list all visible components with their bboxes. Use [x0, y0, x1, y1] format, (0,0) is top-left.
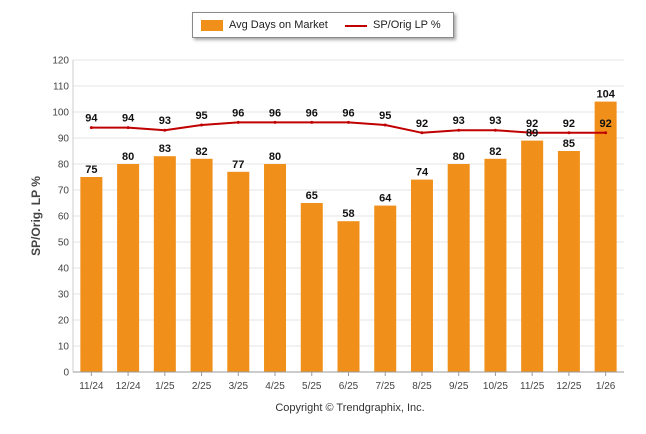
- x-tick-label: 6/25: [339, 381, 359, 392]
- line-point: [530, 131, 534, 135]
- x-tick-label: 12/25: [556, 381, 581, 392]
- bar-data-label: 104: [596, 89, 615, 101]
- x-tick-label: 7/25: [375, 381, 395, 392]
- line-data-label: 96: [269, 107, 281, 119]
- y-tick-label: 90: [58, 134, 70, 145]
- bar: [190, 158, 213, 372]
- bar: [117, 164, 140, 372]
- line-point: [604, 131, 608, 135]
- bar-data-label: 82: [489, 146, 501, 158]
- y-tick-label: 80: [58, 160, 70, 171]
- bar-data-label: 80: [453, 151, 465, 163]
- line-point: [236, 120, 240, 124]
- line-data-label: 94: [122, 113, 135, 125]
- y-tick-label: 60: [58, 212, 70, 223]
- x-tick-label: 11/25: [520, 381, 545, 392]
- bar: [153, 156, 176, 372]
- legend-line-label: SP/Orig LP %: [373, 19, 441, 31]
- y-tick-label: 0: [63, 368, 69, 379]
- legend-bar-label: Avg Days on Market: [229, 19, 328, 31]
- y-tick-label: 30: [58, 290, 70, 301]
- line-point: [420, 131, 424, 135]
- bar: [264, 164, 287, 372]
- bar-data-label: 75: [85, 164, 97, 176]
- line-point: [493, 128, 497, 132]
- bar-data-label: 65: [306, 190, 318, 202]
- bar-data-label: 82: [195, 146, 207, 158]
- y-axis-title: SP/Orig. LP %: [29, 176, 43, 256]
- x-tick-label: 9/25: [449, 381, 469, 392]
- bar-data-label: 80: [269, 151, 281, 163]
- line-data-label: 92: [526, 118, 538, 130]
- line-data-label: 92: [416, 118, 428, 130]
- x-tick-label: 1/25: [155, 381, 175, 392]
- y-tick-label: 50: [58, 238, 70, 249]
- line-data-label: 96: [306, 107, 318, 119]
- legend-line-swatch: [345, 25, 367, 27]
- line-data-label: 92: [563, 118, 575, 130]
- bar-data-label: 64: [379, 193, 392, 205]
- line-data-label: 93: [453, 115, 465, 127]
- y-tick-label: 70: [58, 186, 70, 197]
- bar: [410, 179, 433, 372]
- line-data-label: 96: [342, 107, 354, 119]
- bar: [227, 171, 250, 372]
- line-point: [310, 120, 314, 124]
- line-point: [163, 128, 167, 132]
- line-point: [126, 126, 130, 130]
- line-data-label: 92: [600, 118, 612, 130]
- bar: [337, 221, 360, 372]
- line-data-label: 93: [159, 115, 171, 127]
- x-tick-label: 11/24: [79, 381, 104, 392]
- bar: [447, 164, 470, 372]
- y-tick-label: 120: [52, 56, 69, 67]
- line-point: [347, 120, 350, 124]
- line-data-label: 93: [489, 115, 501, 127]
- line-data-label: 95: [379, 110, 391, 122]
- line-point: [457, 128, 461, 132]
- line-point: [200, 123, 204, 127]
- x-tick-label: 4/25: [265, 381, 285, 392]
- line-point: [383, 123, 387, 127]
- line-data-label: 94: [85, 113, 98, 125]
- bar: [374, 205, 397, 372]
- x-tick-label: 8/25: [412, 381, 432, 392]
- bar-data-label: 83: [159, 143, 171, 155]
- x-tick-label: 2/25: [192, 381, 212, 392]
- line-point: [567, 131, 571, 135]
- y-tick-label: 100: [52, 108, 69, 119]
- bar-data-label: 74: [416, 167, 429, 179]
- y-tick-label: 20: [58, 316, 70, 327]
- x-tick-label: 3/25: [229, 381, 249, 392]
- bar-data-label: 80: [122, 151, 134, 163]
- line-point: [273, 120, 277, 124]
- bar: [594, 101, 617, 372]
- y-tick-label: 40: [58, 264, 70, 275]
- copyright-text: Copyright © Trendgraphix, Inc.: [275, 402, 425, 414]
- legend-bar-swatch: [201, 20, 223, 31]
- x-tick-label: 12/24: [116, 381, 141, 392]
- bar-data-label: 89: [526, 128, 538, 140]
- line-data-label: 95: [195, 110, 207, 122]
- y-tick-label: 110: [53, 82, 69, 93]
- line-point: [89, 126, 93, 130]
- line-data-label: 96: [232, 107, 244, 119]
- bar: [484, 158, 507, 372]
- bar: [300, 203, 323, 372]
- y-tick-label: 10: [58, 342, 70, 353]
- x-tick-label: 5/25: [302, 381, 322, 392]
- bar: [521, 140, 544, 372]
- bar-data-label: 77: [232, 159, 244, 171]
- x-tick-label: 10/25: [483, 381, 508, 392]
- bar-data-label: 58: [342, 208, 354, 220]
- bar: [80, 177, 103, 372]
- bar: [557, 151, 580, 372]
- x-tick-label: 1/26: [596, 381, 616, 392]
- legend: Avg Days on Market SP/Orig LP %: [192, 12, 454, 38]
- bar-data-label: 85: [563, 138, 575, 150]
